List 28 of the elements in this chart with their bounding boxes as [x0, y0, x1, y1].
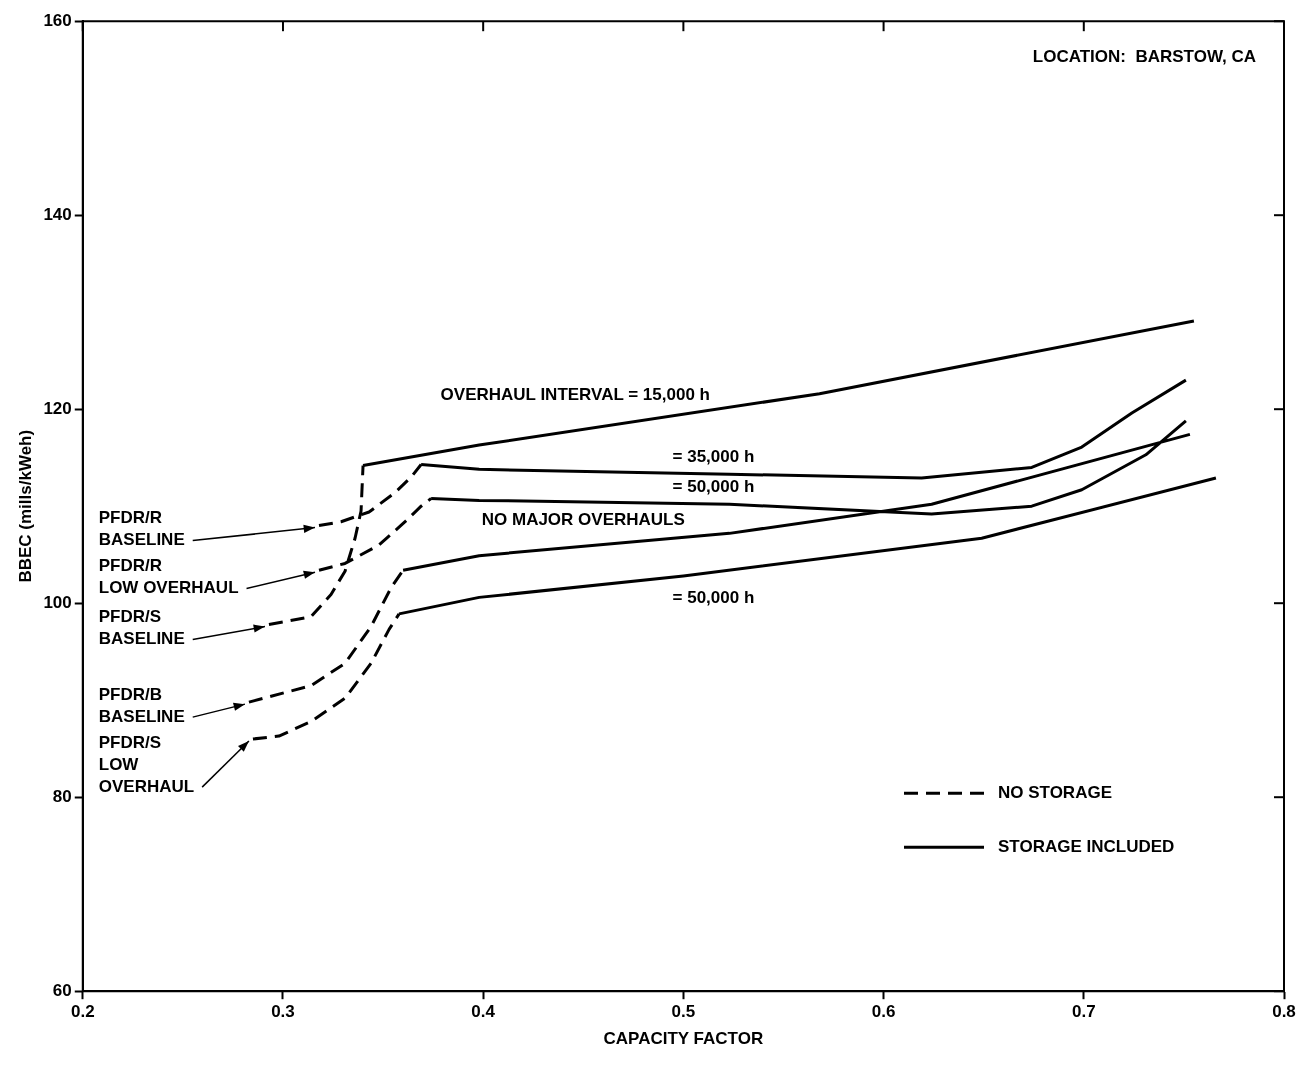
annotation: OVERHAUL INTERVAL = 15,000 h [440, 385, 710, 405]
x-tick-label: 0.8 [1272, 1002, 1296, 1022]
annotation: LOCATION: BARSTOW, CA [1032, 47, 1256, 67]
annotation: = 50,000 h [672, 587, 755, 607]
x-tick-label: 0.4 [471, 1002, 496, 1022]
annotation: PFDR/S LOW OVERHAUL [98, 732, 195, 796]
annotation: = 50,000 h [672, 476, 755, 496]
annotation: PFDR/S BASELINE [98, 607, 185, 649]
x-axis-title: CAPACITY FACTOR [603, 1029, 764, 1049]
y-tick-label: 60 [52, 980, 72, 1000]
y-tick-label: 160 [43, 10, 72, 30]
x-tick-label: 0.6 [871, 1002, 896, 1022]
x-tick-label: 0.5 [671, 1002, 696, 1022]
y-tick-label: 80 [52, 786, 72, 806]
x-tick-label: 0.7 [1071, 1002, 1096, 1022]
y-axis-title: BBEC (mills/kWeh) [15, 429, 35, 583]
y-tick-label: 100 [43, 592, 72, 612]
legend-label: STORAGE INCLUDED [998, 836, 1175, 856]
annotation: = 35,000 h [672, 446, 755, 466]
legend-label: NO STORAGE [998, 782, 1112, 802]
annotation: PFDR/R BASELINE [98, 508, 185, 550]
x-tick-label: 0.3 [271, 1002, 295, 1022]
y-tick-label: 120 [43, 398, 72, 418]
y-tick-label: 140 [43, 204, 72, 224]
annotation: NO MAJOR OVERHAULS [481, 510, 685, 530]
annotation: PFDR/R LOW OVERHAUL [98, 556, 239, 598]
x-tick-label: 0.2 [70, 1002, 95, 1022]
annotation: PFDR/B BASELINE [98, 684, 185, 726]
